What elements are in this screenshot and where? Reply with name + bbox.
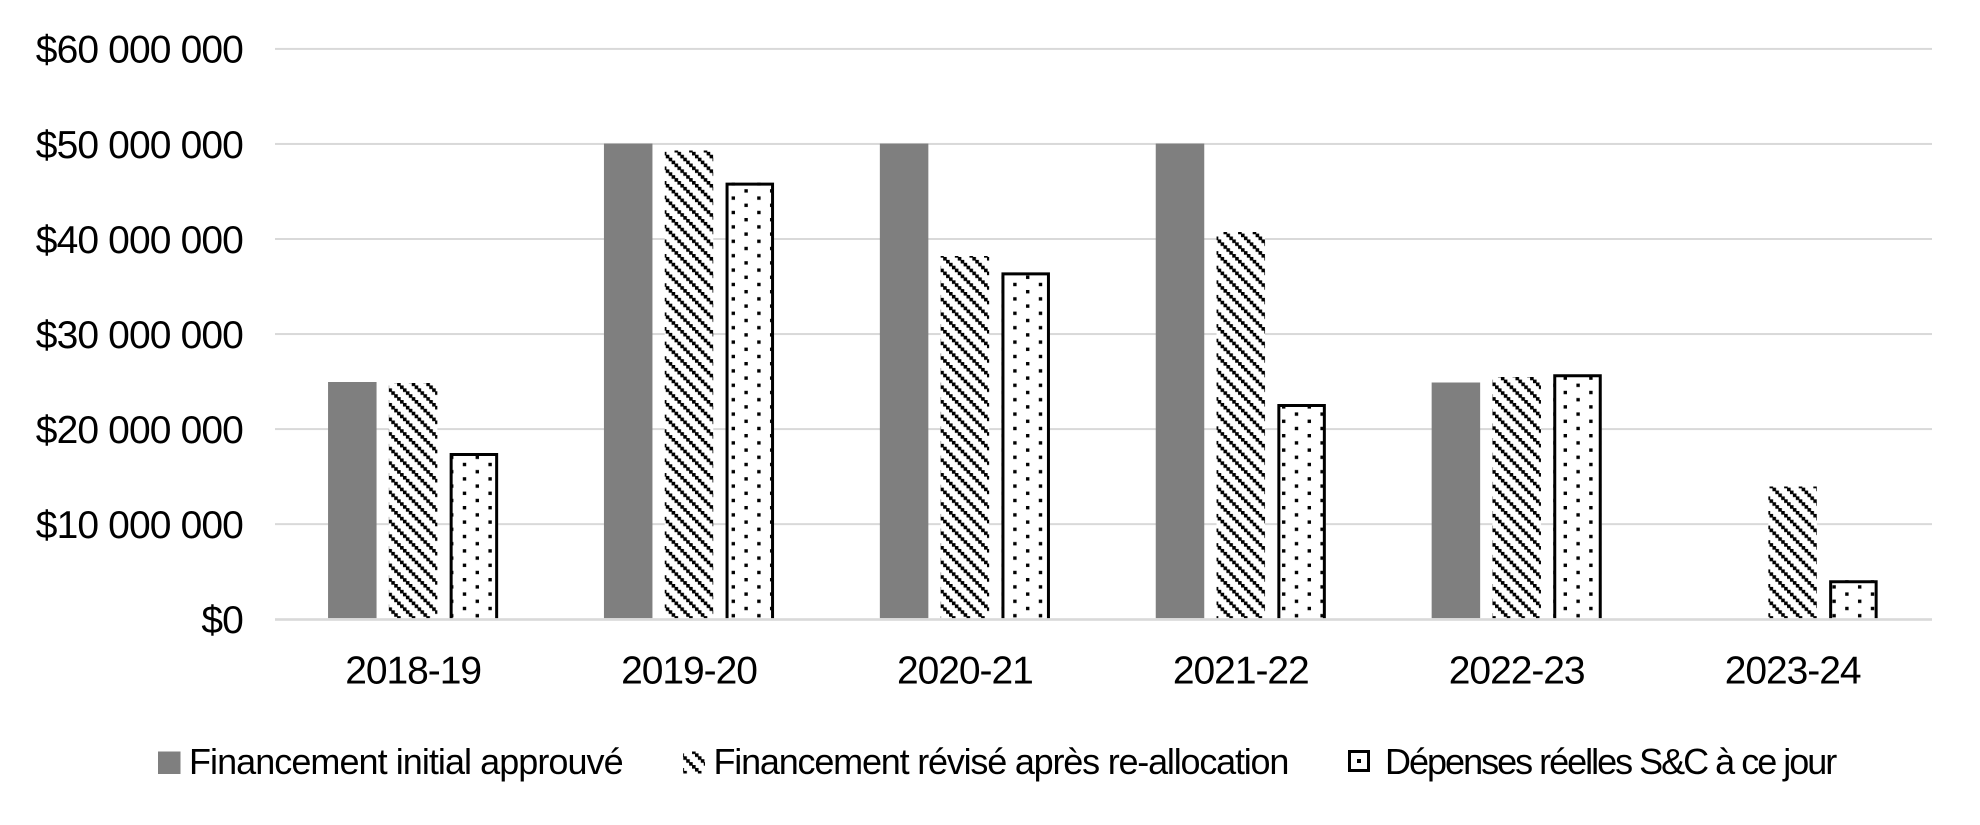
svg-text:2019-20: 2019-20: [621, 650, 757, 693]
svg-text:2023-24: 2023-24: [1725, 650, 1861, 693]
svg-text:Financement révisé après re-al: Financement révisé après re-allocation: [714, 741, 1289, 782]
svg-text:2021-22: 2021-22: [1173, 650, 1309, 693]
svg-text:Dépenses réelles S&C à ce jour: Dépenses réelles S&C à ce jour: [1385, 741, 1837, 782]
svg-text:Financement initial approuvé: Financement initial approuvé: [189, 741, 623, 782]
svg-text:2022-23: 2022-23: [1449, 650, 1585, 693]
svg-text:$10 000 000: $10 000 000: [36, 504, 243, 547]
svg-text:$0: $0: [201, 599, 243, 642]
svg-text:$30 000 000: $30 000 000: [36, 314, 243, 357]
svg-text:2018-19: 2018-19: [345, 650, 481, 693]
svg-text:$50 000 000: $50 000 000: [36, 124, 243, 167]
svg-text:$20 000 000: $20 000 000: [36, 409, 243, 452]
svg-text:$60 000 000: $60 000 000: [36, 29, 243, 72]
svg-text:$40 000 000: $40 000 000: [36, 219, 243, 262]
svg-text:2020-21: 2020-21: [897, 650, 1033, 693]
